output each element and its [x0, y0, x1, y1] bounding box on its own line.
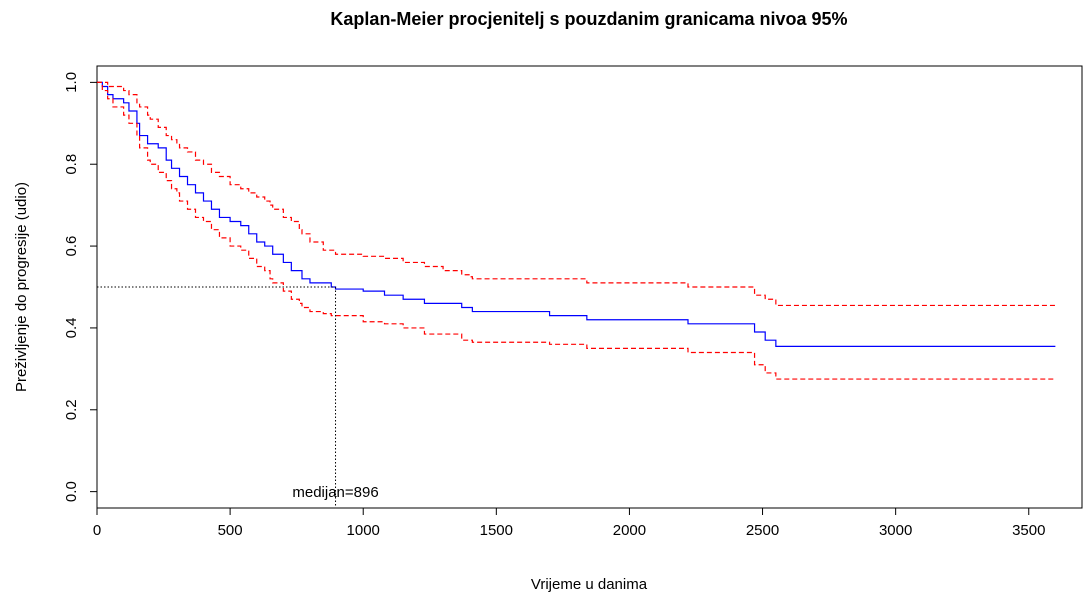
x-tick-label: 2000 — [613, 522, 646, 539]
median-label: medijan=896 — [292, 484, 378, 501]
x-tick-label: 2500 — [746, 522, 779, 539]
y-axis-label: Preživljenje do progresije (udio) — [13, 182, 30, 392]
y-tick-label: 0.8 — [63, 154, 80, 175]
x-tick-label: 0 — [93, 522, 101, 539]
y-tick-label: 1.0 — [63, 72, 80, 93]
survival-line — [97, 81, 1056, 347]
survival-line — [97, 81, 1056, 380]
survival-line — [97, 81, 1056, 307]
y-tick-label: 0.6 — [63, 236, 80, 257]
chart-title: Kaplan-Meier procjenitelj s pouzdanim gr… — [330, 9, 847, 29]
y-tick-label: 0.2 — [63, 399, 80, 420]
x-tick-label: 1000 — [347, 522, 380, 539]
x-tick-label: 1500 — [480, 522, 513, 539]
x-tick-label: 3000 — [879, 522, 912, 539]
x-axis-label: Vrijeme u danima — [531, 576, 648, 593]
y-tick-label: 0.0 — [63, 481, 80, 502]
y-tick-label: 0.4 — [63, 317, 80, 338]
x-tick-label: 3500 — [1012, 522, 1045, 539]
x-tick-label: 500 — [218, 522, 243, 539]
